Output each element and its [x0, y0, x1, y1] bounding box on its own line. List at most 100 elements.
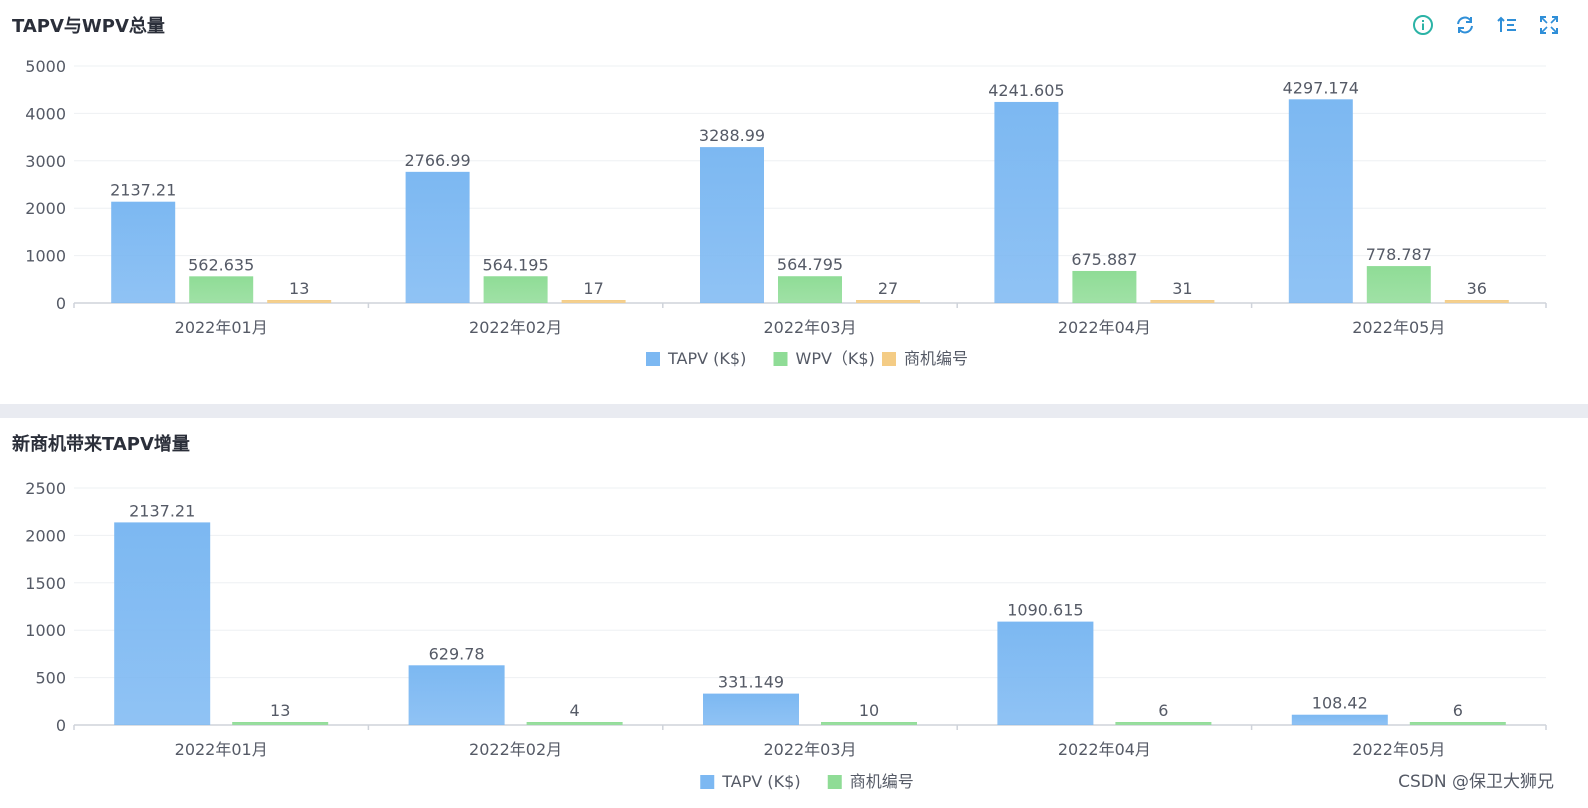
- x-tick-label: 2022年02月: [469, 740, 562, 759]
- y-tick-label: 2000: [25, 199, 66, 218]
- data-label: 564.795: [777, 255, 843, 274]
- chart-panel-top: TAPV与WPV总量: [0, 0, 1588, 404]
- data-label: 3288.99: [699, 126, 765, 145]
- bar-wpv[interactable]: [483, 276, 548, 303]
- data-label: 4: [570, 701, 580, 720]
- legend-item[interactable]: 商机编号: [827, 772, 914, 791]
- bar-wpv[interactable]: [778, 276, 842, 303]
- legend-item[interactable]: TAPV (K$): [700, 772, 801, 791]
- legend-label: 商机编号: [850, 772, 914, 791]
- bar-tapv[interactable]: [114, 522, 211, 725]
- bar-tapv[interactable]: [405, 171, 470, 303]
- legend-swatch: [700, 775, 715, 789]
- bar-deal-count[interactable]: [1444, 300, 1509, 303]
- data-label: 31: [1172, 279, 1192, 298]
- data-label: 13: [270, 701, 290, 720]
- watermark: CSDN @保卫大狮兄: [1398, 772, 1554, 792]
- y-tick-label: 2500: [25, 479, 66, 498]
- legend-swatch: [646, 352, 660, 366]
- bar-wpv[interactable]: [189, 276, 254, 303]
- x-tick-label: 2022年04月: [1058, 740, 1151, 759]
- bar-deal-count[interactable]: [1115, 722, 1212, 725]
- refresh-icon: [1457, 16, 1473, 34]
- legend-label: 商机编号: [904, 349, 968, 368]
- legend-item[interactable]: WPV（K$): [773, 349, 875, 368]
- refresh-button[interactable]: [1450, 10, 1480, 40]
- x-tick-label: 2022年05月: [1352, 740, 1445, 759]
- x-tick-label: 2022年02月: [469, 318, 562, 337]
- chart-panel-bottom: 新商机带来TAPV增量 0 500 1000 1500 2000 2500 2137.21 1…: [0, 418, 1588, 808]
- bar-wpv[interactable]: [1072, 270, 1137, 303]
- x-tick-label: 2022年03月: [763, 318, 856, 337]
- data-label: 675.887: [1071, 250, 1137, 269]
- data-label: 2137.21: [110, 181, 176, 200]
- data-label: 629.78: [429, 644, 485, 663]
- data-label: 564.195: [483, 255, 549, 274]
- legend-label: TAPV (K$): [721, 772, 800, 791]
- bar-deal-count[interactable]: [856, 300, 920, 303]
- bar-chart-totals: 0 1000 2000 3000 4000 5000 2137.21 562.635 13 202…: [25, 57, 1547, 368]
- y-tick-label: 2000: [25, 526, 66, 545]
- bar-deal-count[interactable]: [267, 300, 332, 303]
- y-tick-label: 5000: [25, 57, 66, 76]
- y-tick-label: 4000: [25, 104, 66, 123]
- bar-wpv[interactable]: [1366, 266, 1431, 303]
- data-label: 6: [1158, 701, 1168, 720]
- bar-deal-count[interactable]: [526, 722, 623, 725]
- legend-label: WPV（K$): [796, 349, 875, 368]
- bar-deal-count[interactable]: [1409, 722, 1506, 725]
- sort-icon: [1497, 16, 1516, 32]
- bar-tapv[interactable]: [1291, 714, 1388, 725]
- data-label: 778.787: [1366, 245, 1432, 264]
- y-tick-label: 1500: [25, 574, 66, 593]
- bar-tapv[interactable]: [1288, 99, 1353, 303]
- bar-deal-count[interactable]: [561, 300, 626, 303]
- legend-swatch: [882, 352, 896, 366]
- data-label: 6: [1453, 701, 1463, 720]
- legend-label: TAPV (K$): [667, 349, 746, 368]
- data-label: 4241.605: [988, 81, 1064, 100]
- fullscreen-icon: [1540, 16, 1558, 34]
- data-label: 1090.615: [1007, 601, 1083, 620]
- x-tick-label: 2022年01月: [175, 740, 268, 759]
- data-label: 2137.21: [129, 501, 195, 520]
- bar-chart-increment: 0 500 1000 1500 2000 2500 2137.21 13 2022年01月 629…: [25, 479, 1547, 791]
- sort-button[interactable]: [1492, 10, 1522, 40]
- bar-tapv[interactable]: [997, 621, 1094, 725]
- info-icon: [1413, 15, 1433, 35]
- panel-title: 新商机带来TAPV增量: [12, 434, 190, 455]
- data-label: 2766.99: [405, 151, 471, 170]
- x-tick-label: 2022年01月: [175, 318, 268, 337]
- y-tick-label: 1000: [25, 621, 66, 640]
- y-tick-label: 1000: [25, 247, 66, 266]
- legend-item[interactable]: TAPV (K$): [646, 349, 746, 368]
- data-label: 17: [583, 279, 603, 298]
- x-tick-label: 2022年05月: [1352, 318, 1445, 337]
- bar-tapv[interactable]: [408, 665, 505, 725]
- bar-tapv[interactable]: [700, 147, 764, 303]
- data-label: 331.149: [718, 673, 784, 692]
- panel-toolbar: [1408, 10, 1564, 40]
- bar-tapv[interactable]: [111, 201, 176, 303]
- y-tick-label: 3000: [25, 152, 66, 171]
- info-button[interactable]: [1408, 10, 1438, 40]
- data-label: 108.42: [1312, 694, 1368, 713]
- y-tick-label: 0: [56, 294, 66, 313]
- bar-deal-count[interactable]: [821, 722, 917, 725]
- bar-deal-count[interactable]: [1150, 300, 1215, 303]
- bar-tapv[interactable]: [994, 101, 1059, 303]
- data-label: 13: [289, 279, 309, 298]
- x-tick-label: 2022年04月: [1058, 318, 1151, 337]
- bar-tapv[interactable]: [703, 693, 799, 725]
- data-label: 4297.174: [1283, 78, 1359, 97]
- data-label: 36: [1467, 279, 1487, 298]
- fullscreen-button[interactable]: [1534, 10, 1564, 40]
- data-label: 10: [859, 701, 879, 720]
- legend-item[interactable]: 商机编号: [882, 349, 968, 368]
- bar-deal-count[interactable]: [232, 722, 329, 725]
- y-tick-label: 0: [56, 716, 66, 735]
- panel-title: TAPV与WPV总量: [12, 16, 165, 37]
- data-label: 27: [878, 279, 898, 298]
- y-tick-label: 500: [35, 669, 66, 688]
- data-label: 562.635: [188, 255, 254, 274]
